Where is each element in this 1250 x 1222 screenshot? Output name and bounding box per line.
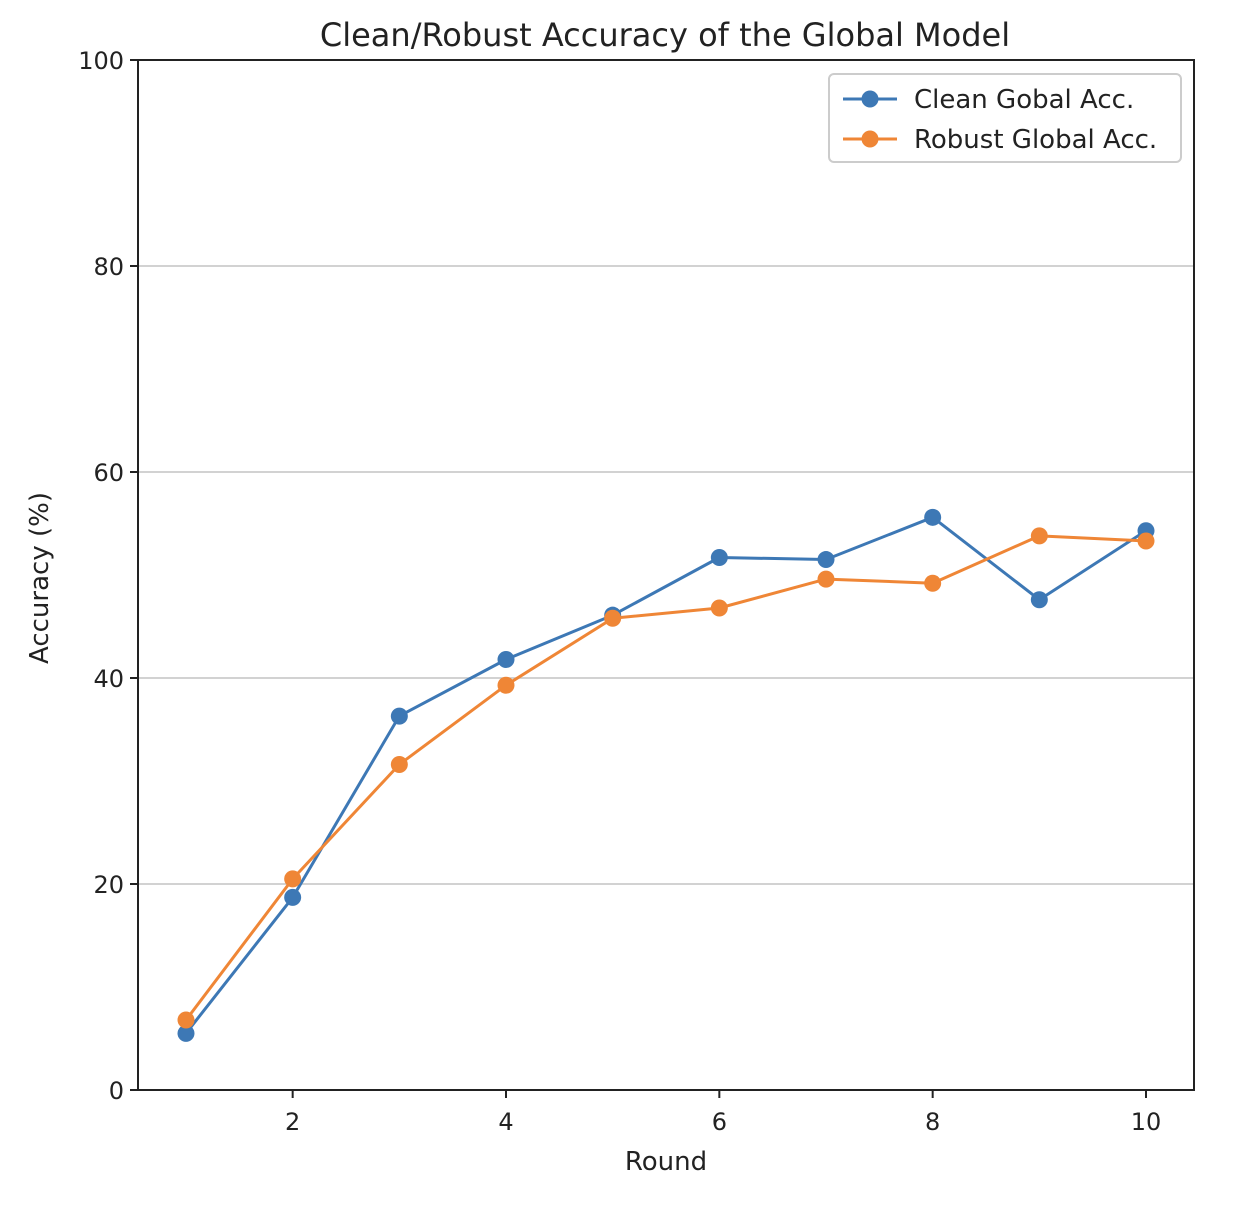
axis-ticks: 0 20 40 60 80 100 2 4 6 8 10 [78,47,1161,1136]
y-tick-label: 80 [93,253,124,281]
data-point-series-2 [710,599,728,617]
data-point-series-2 [284,870,302,888]
legend-swatch-marker [861,90,879,108]
data-point-series-1 [817,551,835,569]
data-point-series-2 [817,570,835,588]
data-point-series-1 [924,508,942,526]
data-point-series-1 [1030,591,1048,609]
legend-label: Robust Global Acc. [914,125,1157,155]
x-tick-label: 8 [925,1108,940,1136]
x-tick-label: 2 [285,1108,300,1136]
data-point-series-2 [497,676,515,694]
chart-title: Clean/Robust Accuracy of the Global Mode… [320,16,1010,54]
data-point-series-2 [604,609,622,627]
y-tick-label: 100 [78,47,124,75]
y-tick-label: 0 [109,1077,124,1105]
data-point-series-1 [284,888,302,906]
data-point-series-1 [710,548,728,566]
data-point-series-2 [924,574,942,592]
data-point-series-1 [497,650,515,668]
y-tick-label: 20 [93,871,124,899]
y-axis-label: Accuracy (%) [25,492,55,664]
legend-box [828,73,1182,163]
x-axis-label: Round [625,1147,707,1177]
data-point-series-2 [177,1011,195,1029]
x-tick-label: 10 [1131,1108,1162,1136]
y-tick-label: 60 [93,459,124,487]
legend-label: Clean Gobal Acc. [914,85,1134,115]
legend: Clean Gobal Acc. Robust Global Acc. [828,73,1182,163]
data-point-series-2 [390,756,408,774]
data-point-series-1 [177,1024,195,1042]
data-point-series-1 [390,707,408,725]
plot-frame [137,59,1195,1091]
data-point-series-2 [1030,527,1048,545]
legend-swatch-marker [861,130,879,148]
y-tick-label: 40 [93,665,124,693]
series-line-2 [184,534,1147,1021]
gridlines [138,265,1194,885]
x-tick-label: 6 [712,1108,727,1136]
series-layer [177,508,1155,1042]
data-point-series-2 [1137,532,1155,550]
x-tick-label: 4 [498,1108,513,1136]
